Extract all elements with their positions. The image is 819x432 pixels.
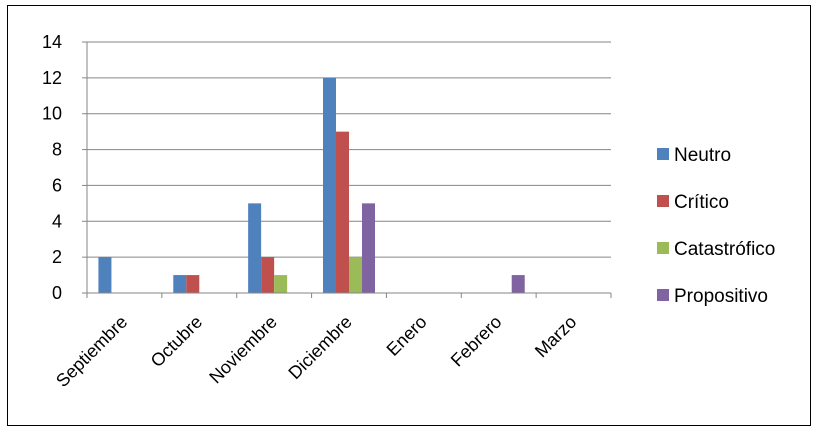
bar-propositivo-febrero <box>511 275 525 293</box>
legend: Neutro Crítico Catastrófico Propositivo <box>657 145 775 307</box>
legend-swatch <box>657 195 669 207</box>
bar-neutro-octubre <box>173 275 187 293</box>
y-tick-label: 8 <box>52 140 62 160</box>
bar-critico-octubre <box>186 275 200 293</box>
y-tick-label: 14 <box>42 32 62 52</box>
bars <box>98 77 525 293</box>
y-tick-label: 6 <box>52 175 62 195</box>
x-tick-label: Marzo <box>531 312 581 362</box>
x-tick-label: Noviembre <box>205 312 281 388</box>
legend-swatch <box>657 289 669 301</box>
gridlines <box>87 41 611 258</box>
y-tick-label: 2 <box>52 247 62 267</box>
bar-neutro-diciembre <box>323 77 336 293</box>
y-tick-label: 4 <box>52 211 62 231</box>
bar-neutro-septiembre <box>98 257 112 293</box>
y-tick-label: 12 <box>42 68 62 88</box>
x-tick-label: Diciembre <box>284 312 355 383</box>
legend-label: Propositivo <box>674 286 768 307</box>
bar-neutro-noviembre <box>248 203 262 293</box>
legend-swatch <box>657 148 669 160</box>
legend-label: Catastrófico <box>674 239 775 260</box>
y-tick-label: 0 <box>52 283 62 303</box>
bar-propositivo-diciembre <box>362 203 375 293</box>
legend-label: Crítico <box>674 192 729 213</box>
axes <box>86 42 611 294</box>
y-tick-label: 10 <box>42 104 62 124</box>
x-tick-label: Enero <box>383 312 431 360</box>
bar-catastrofico-diciembre <box>349 257 362 293</box>
x-tick-label: Septiembre <box>52 312 131 391</box>
y-axis-ticks: 0 2 4 6 8 10 12 14 <box>42 32 87 303</box>
legend-label: Neutro <box>674 145 731 166</box>
x-tick-label: Octubre <box>147 312 206 371</box>
chart-frame <box>7 5 811 426</box>
bar-catastrofico-noviembre <box>274 275 288 293</box>
x-axis-ticks: Septiembre Octubre Noviembre Diciembre Enero… <box>52 293 612 391</box>
x-tick-label: Febrero <box>447 312 506 371</box>
bar-critico-noviembre <box>261 257 275 293</box>
bar-critico-diciembre <box>336 131 349 293</box>
legend-swatch <box>657 242 669 254</box>
